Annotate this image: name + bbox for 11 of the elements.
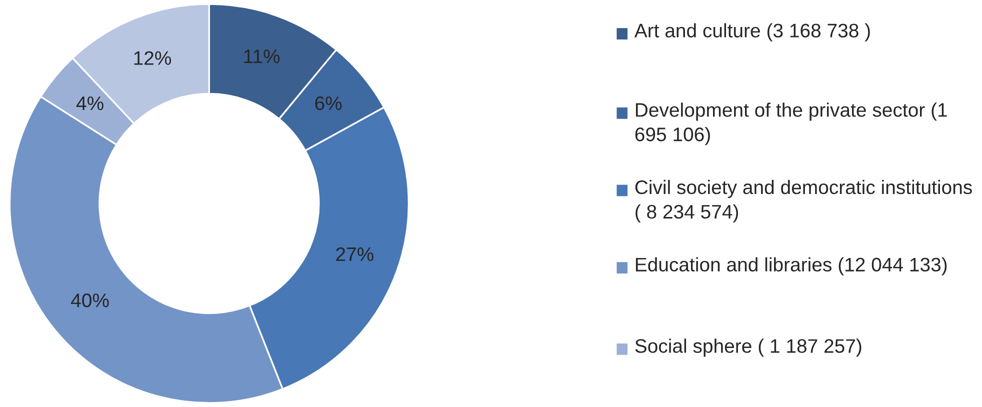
legend-label: Education and libraries (12 044 133) <box>636 257 947 276</box>
data-label: 4% <box>76 96 104 110</box>
legend-label: Civil society and democratic institutions ( 8 234 574) <box>635 180 972 222</box>
data-label: 40% <box>71 294 109 308</box>
legend-label: Social sphere ( 1 187 257) <box>635 338 862 357</box>
data-label: 6% <box>315 96 342 110</box>
data-label: 27% <box>336 247 374 262</box>
legend-label: Art and culture (3 168 738 ) <box>634 23 870 42</box>
legend-label: Development of the private sector (1 695 106) <box>635 102 947 146</box>
data-label: 12% <box>134 51 172 65</box>
data-label: 11% <box>244 50 280 64</box>
